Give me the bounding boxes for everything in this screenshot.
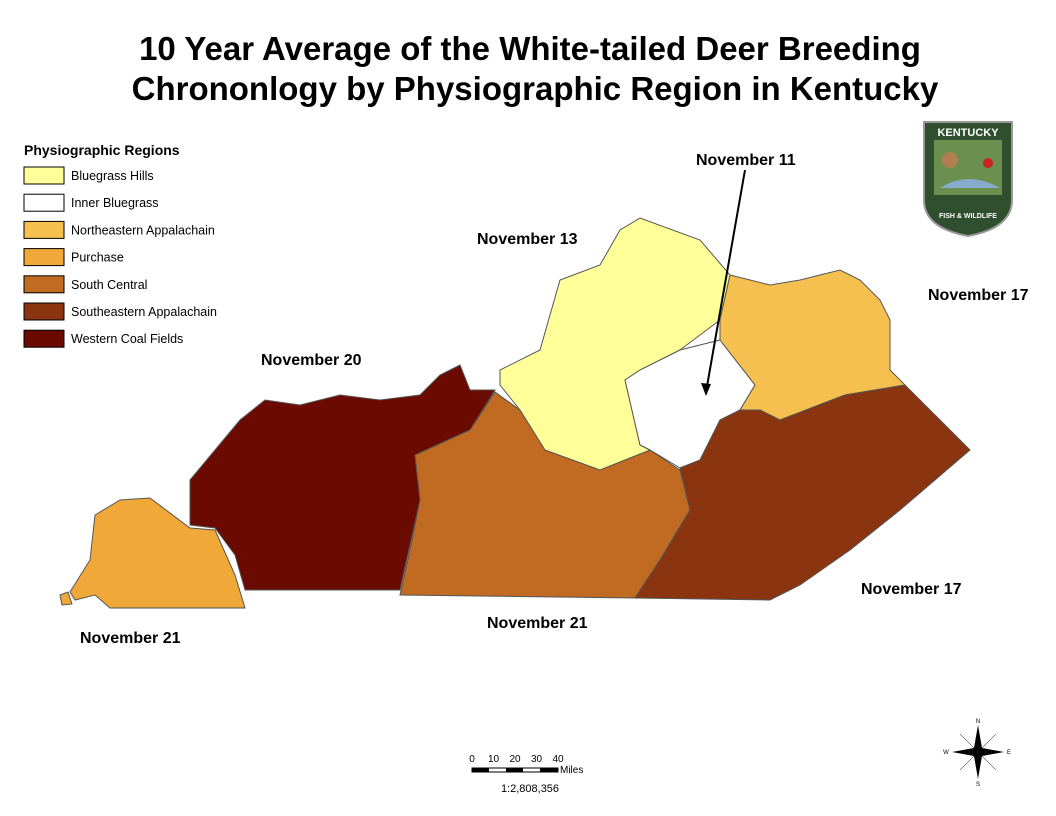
region bbox=[59, 591, 73, 606]
region-label: November 11 bbox=[696, 152, 796, 169]
legend-swatch bbox=[23, 275, 65, 294]
legend-swatch bbox=[23, 193, 65, 212]
region-label: November 17 bbox=[861, 581, 962, 598]
compass-e: E bbox=[1007, 750, 1011, 756]
logo: KENTUCKY FISH & WILDLIFE bbox=[923, 121, 1013, 238]
region bbox=[189, 364, 496, 591]
legend-swatch bbox=[23, 248, 65, 267]
legend-label: Purchase bbox=[71, 251, 124, 265]
pointer-arrow bbox=[705, 169, 746, 393]
region bbox=[69, 497, 246, 609]
scale-unit: Miles bbox=[560, 765, 583, 776]
legend-swatch bbox=[23, 220, 65, 239]
scale-tick-label: 20 bbox=[509, 754, 521, 765]
scale-ratio: 1:2,808,356 bbox=[501, 783, 559, 795]
region-label: November 21 bbox=[487, 615, 588, 632]
scale-tick-label: 40 bbox=[552, 754, 564, 765]
legend-label: South Central bbox=[71, 278, 147, 292]
scale-tick-label: 30 bbox=[531, 754, 543, 765]
legend-label: Northeastern Appalachain bbox=[71, 223, 215, 237]
arrow-head bbox=[701, 383, 711, 396]
compass-w: W bbox=[943, 750, 949, 756]
legend-label: Inner Bluegrass bbox=[71, 196, 159, 210]
region bbox=[634, 384, 971, 601]
regions bbox=[59, 217, 971, 609]
title-line: 10 Year Average of the White-tailed Deer… bbox=[139, 30, 921, 67]
legend: Bluegrass Hills Inner Bluegrass Northeaste… bbox=[23, 166, 217, 348]
logo-top: KENTUCKY bbox=[937, 127, 999, 139]
title-line: Chrononlogy by Physiographic Region in K… bbox=[132, 70, 939, 107]
region bbox=[719, 269, 907, 421]
legend-swatch bbox=[23, 166, 65, 185]
legend-swatch bbox=[23, 329, 65, 348]
region-label: November 13 bbox=[477, 231, 578, 248]
legend-swatch bbox=[23, 302, 65, 321]
compass: N W E S bbox=[943, 719, 1011, 788]
region-label: November 17 bbox=[928, 287, 1029, 304]
region-label: November 20 bbox=[261, 352, 362, 369]
legend-title: Physiographic Regions bbox=[24, 142, 180, 158]
legend-label: Western Coal Fields bbox=[71, 332, 183, 346]
compass-n: N bbox=[976, 719, 980, 725]
scale-tick-label: 0 bbox=[469, 754, 475, 765]
compass-s: S bbox=[976, 782, 980, 788]
scale-tick-label: 10 bbox=[488, 754, 500, 765]
legend-label: Bluegrass Hills bbox=[71, 169, 154, 183]
logo-bottom: FISH & WILDLIFE bbox=[939, 213, 997, 220]
legend-label: Southeastern Appalachain bbox=[71, 305, 217, 319]
scale-bar: Miles 1:2,808,356 0 10 20 30 40 bbox=[469, 754, 583, 795]
region-label: November 21 bbox=[80, 630, 181, 647]
